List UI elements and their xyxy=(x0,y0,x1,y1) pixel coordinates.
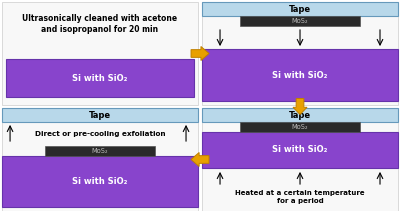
Polygon shape xyxy=(293,99,307,115)
Text: Si with SiO₂: Si with SiO₂ xyxy=(72,73,128,83)
Bar xyxy=(202,108,398,122)
Text: Si with SiO₂: Si with SiO₂ xyxy=(272,70,328,80)
Text: MoS₂: MoS₂ xyxy=(292,124,308,130)
Bar xyxy=(2,2,198,105)
Text: Ultrasonically cleaned with acetone
and isopropanol for 20 min: Ultrasonically cleaned with acetone and … xyxy=(22,14,178,34)
Bar xyxy=(2,108,198,122)
Text: Si with SiO₂: Si with SiO₂ xyxy=(72,177,128,186)
Bar xyxy=(240,16,360,26)
Text: MoS₂: MoS₂ xyxy=(292,18,308,24)
Bar xyxy=(202,2,398,105)
Text: MoS₂: MoS₂ xyxy=(92,148,108,154)
Polygon shape xyxy=(191,153,209,166)
Bar xyxy=(202,49,398,101)
Text: Direct or pre-cooling exfoliation: Direct or pre-cooling exfoliation xyxy=(35,131,165,137)
Bar xyxy=(202,108,398,211)
Polygon shape xyxy=(191,46,209,61)
Bar xyxy=(2,156,198,207)
Bar xyxy=(202,132,398,168)
Bar xyxy=(6,59,194,97)
Bar xyxy=(45,146,155,156)
Text: Tape: Tape xyxy=(289,4,311,14)
Bar xyxy=(202,2,398,16)
Text: Tape: Tape xyxy=(89,111,111,119)
Text: Heated at a certain temperature
for a period: Heated at a certain temperature for a pe… xyxy=(235,191,365,203)
Text: Si with SiO₂: Si with SiO₂ xyxy=(272,146,328,154)
Bar xyxy=(240,122,360,132)
Text: Tape: Tape xyxy=(289,111,311,119)
Bar xyxy=(2,108,198,211)
